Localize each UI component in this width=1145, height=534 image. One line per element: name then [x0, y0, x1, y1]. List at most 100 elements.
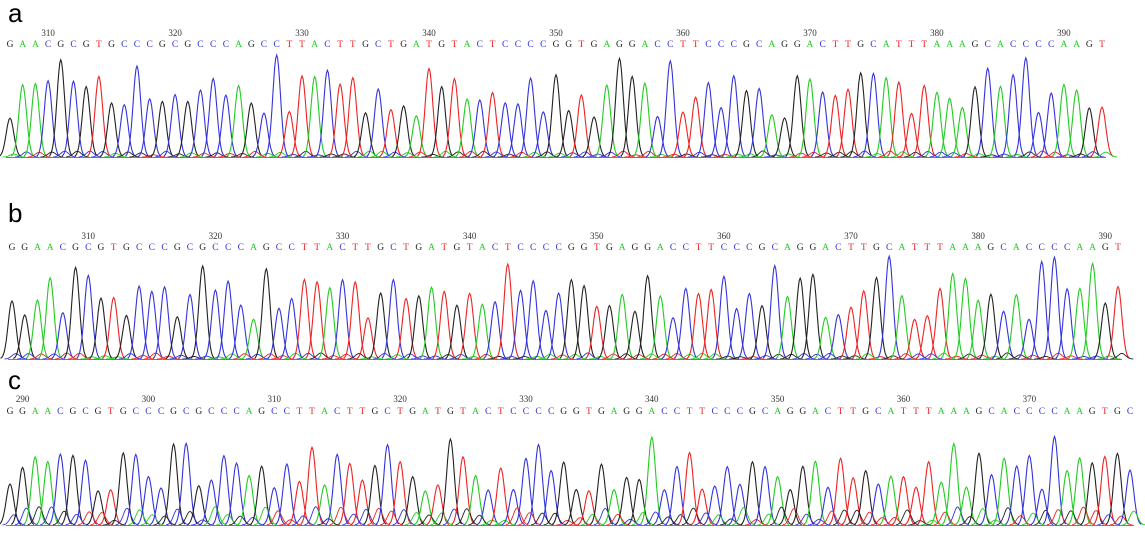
peak-T: [585, 305, 609, 359]
base-call-T: T: [435, 407, 441, 417]
background-peak-G: [182, 355, 206, 360]
peak-G: [734, 89, 759, 157]
peak-T: [916, 460, 941, 525]
position-tick-label: 390: [1057, 28, 1071, 38]
base-call-C: C: [289, 243, 295, 253]
peak-C: [36, 79, 60, 157]
background-peak-C: [442, 508, 466, 526]
background-peak-C: [241, 516, 265, 526]
peak-C: [1017, 454, 1042, 525]
base-call-C: C: [1051, 243, 1057, 253]
base-call-C: C: [158, 407, 164, 417]
background-peak-C: [907, 353, 930, 360]
peak-C: [1005, 464, 1029, 525]
peak-C: [267, 307, 291, 359]
position-tick-label: 320: [393, 394, 407, 404]
peak-G: [623, 310, 647, 359]
peak-T: [686, 292, 711, 359]
base-call-C: C: [161, 243, 167, 253]
background-peak-G: [1110, 352, 1134, 360]
base-call-A: A: [19, 40, 26, 50]
base-call-T: T: [299, 40, 305, 50]
peak-C: [1042, 434, 1067, 525]
peak-G: [161, 442, 186, 525]
base-call-G: G: [248, 40, 255, 50]
base-call-C: C: [875, 407, 881, 417]
peak-T: [328, 82, 352, 157]
peak-A: [803, 460, 828, 525]
background-peak-A: [2, 153, 26, 158]
peak-A: [302, 75, 327, 157]
background-peak-T: [1059, 355, 1083, 360]
base-call-C: C: [172, 40, 178, 50]
background-peak-T: [870, 517, 894, 526]
background-peak-T: [782, 507, 806, 526]
base-call-A: A: [1060, 40, 1067, 50]
peak-G: [963, 85, 987, 157]
peak-G: [552, 460, 576, 525]
peak-G: [0, 299, 24, 359]
peak-A: [633, 81, 657, 157]
base-call-C: C: [485, 407, 491, 417]
position-tick-label: 290: [16, 394, 30, 404]
base-call-G: G: [976, 407, 983, 417]
peak-A: [313, 484, 337, 526]
peak-T: [356, 316, 380, 360]
base-call-A: A: [44, 407, 51, 417]
base-call-A: A: [822, 243, 829, 253]
peak-A: [992, 456, 1016, 525]
base-call-C: C: [1127, 407, 1133, 417]
position-tick-label: 350: [590, 231, 604, 241]
background-peak-T: [367, 507, 391, 526]
peak-C: [493, 101, 517, 157]
peak-G: [1093, 301, 1118, 359]
peak-C: [661, 316, 685, 360]
base-call-G: G: [438, 40, 445, 50]
base-call-G: G: [629, 40, 636, 50]
peak-A: [760, 113, 784, 157]
base-call-C: C: [390, 243, 396, 253]
peak-C: [658, 59, 683, 157]
peak-A: [648, 294, 673, 359]
base-call-T: T: [301, 243, 307, 253]
background-peak-T: [744, 519, 768, 526]
base-call-G: G: [57, 40, 64, 50]
peak-C: [152, 285, 177, 359]
base-call-A: A: [949, 243, 956, 253]
peak-G: [445, 304, 469, 359]
background-peak-C: [342, 513, 365, 526]
background-peak-C: [191, 519, 214, 526]
peak-T: [577, 489, 601, 526]
peak-A: [23, 82, 48, 157]
background-peak-A: [1122, 510, 1145, 526]
background-peak-G: [1034, 355, 1058, 360]
background-peak-C: [411, 355, 435, 360]
peak-C: [506, 102, 530, 157]
base-call-G: G: [1102, 243, 1109, 253]
peak-C: [991, 310, 1016, 359]
peak-G: [544, 73, 568, 157]
background-peak-T: [933, 511, 957, 526]
peak-C: [762, 263, 787, 359]
base-call-A: A: [1064, 407, 1071, 417]
peak-T: [690, 488, 714, 526]
base-call-G: G: [581, 243, 588, 253]
base-call-C: C: [261, 40, 267, 50]
background-peak-G: [27, 506, 51, 526]
peak-A: [610, 293, 634, 359]
base-call-C: C: [543, 243, 549, 253]
peak-A: [36, 460, 60, 525]
base-call-C: C: [721, 243, 727, 253]
base-call-A: A: [887, 407, 894, 417]
base-call-C: C: [772, 243, 778, 253]
base-call-A: A: [428, 243, 435, 253]
peak-T: [887, 80, 911, 157]
background-peak-T: [233, 353, 257, 360]
peak-T: [101, 296, 126, 359]
base-call-A: A: [975, 243, 982, 253]
base-call-T: T: [359, 407, 365, 417]
background-peak-T: [379, 510, 403, 526]
panel-label-b: b: [8, 198, 23, 228]
position-tick-label: 380: [930, 28, 944, 38]
base-call-T: T: [309, 407, 315, 417]
